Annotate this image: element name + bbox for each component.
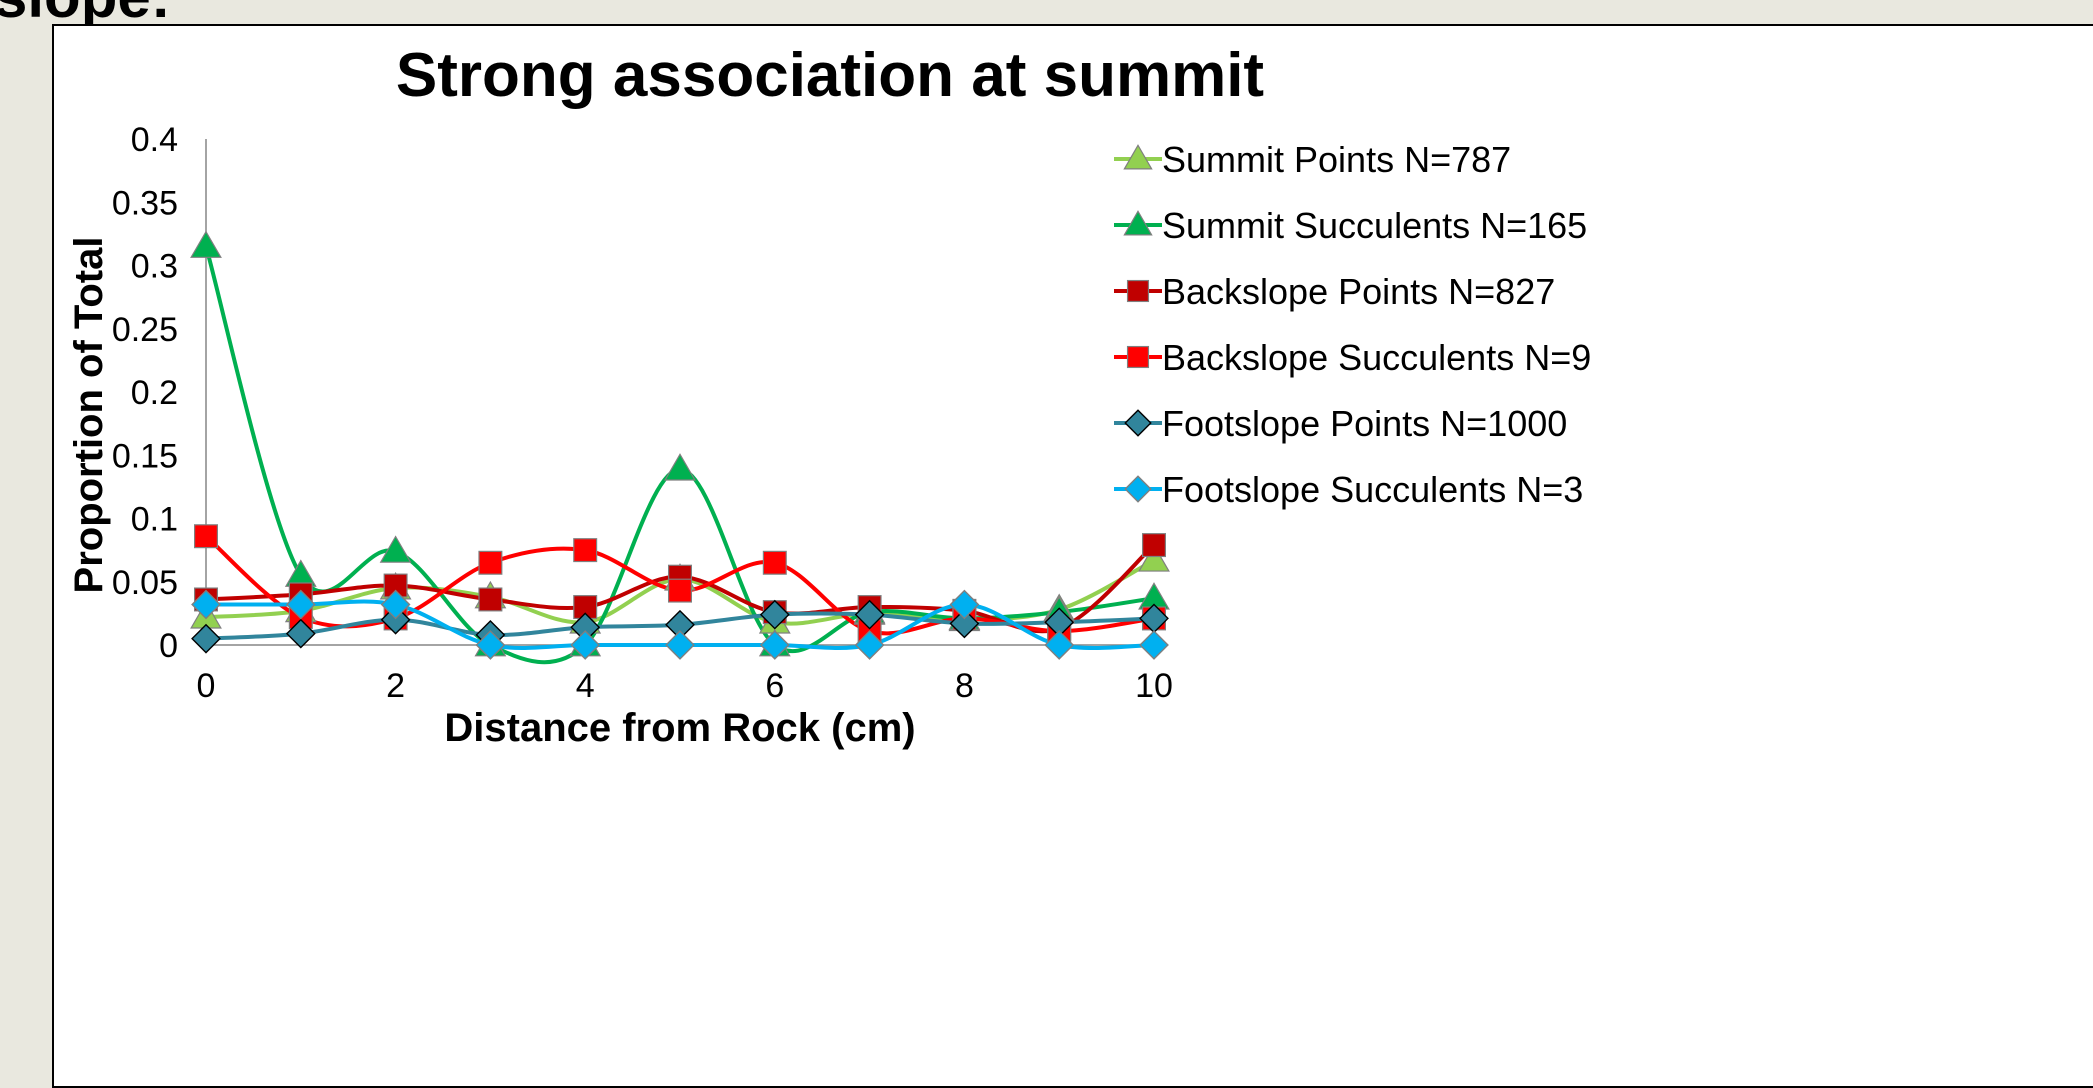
data-point	[380, 589, 411, 620]
y-tick-label: 0.2	[131, 374, 178, 412]
y-axis-label: Proportion of Total	[67, 237, 111, 594]
legend-label: Backslope Succulents N=9	[1162, 337, 1591, 378]
legend-label: Summit Succulents N=165	[1162, 205, 1587, 246]
x-tick-label: 4	[576, 667, 595, 705]
x-tick-label: 0	[197, 667, 216, 705]
legend-item: Backslope Succulents N=9	[1114, 337, 1591, 378]
legend-marker	[1126, 345, 1150, 369]
series-layer	[190, 230, 1170, 665]
data-point	[1141, 533, 1166, 558]
x-tick-label: 2	[386, 667, 405, 705]
data-point	[573, 538, 598, 563]
legend-marker	[1123, 210, 1153, 236]
y-tick-label: 0.15	[112, 437, 178, 475]
x-tick-label: 10	[1135, 667, 1173, 705]
data-point	[1044, 630, 1075, 660]
data-point	[284, 559, 317, 587]
data-point	[194, 524, 219, 549]
data-point	[380, 604, 411, 635]
line-chart: Strong association at summit 0 0.05 0.1 0.1…	[67, 41, 1591, 750]
x-tick-label: 8	[955, 667, 974, 705]
legend-label: Footslope Points N=1000	[1162, 403, 1567, 444]
chart-frame: Strong association at summit 0 0.05 0.1 0.1…	[52, 24, 2093, 1088]
y-tick-label: 0	[159, 627, 178, 665]
data-point	[191, 623, 221, 654]
data-point	[1139, 630, 1169, 660]
data-point	[759, 630, 790, 660]
legend-marker	[1124, 409, 1152, 437]
legend-item: Summit Succulents N=165	[1114, 205, 1587, 246]
chart-axes: 0 0.05 0.1 0.15 0.2 0.25 0.3 0.35 0.4 0 2 4 6 8 10	[112, 121, 1173, 705]
data-point	[285, 589, 316, 620]
data-point	[949, 608, 980, 639]
y-tick-label: 0.3	[131, 248, 178, 286]
data-point	[379, 535, 412, 563]
chart-legend: Summit Points N=787 Summit Succulents N=1…	[1114, 139, 1591, 510]
legend-item: Footslope Points N=1000	[1114, 403, 1567, 444]
data-point	[759, 599, 790, 630]
y-tick-label: 0.35	[112, 184, 178, 222]
legend-marker	[1123, 144, 1153, 170]
data-point	[570, 630, 601, 660]
series-markers-6	[191, 589, 1169, 660]
legend-item: Summit Points N=787	[1114, 139, 1511, 180]
data-point	[190, 230, 222, 258]
legend-marker	[1124, 475, 1152, 503]
y-tick-label: 0.05	[112, 564, 178, 602]
y-tick-label: 0.25	[112, 311, 178, 349]
data-point	[285, 618, 316, 649]
data-point	[475, 630, 506, 660]
data-point	[665, 630, 695, 660]
x-axis-label: Distance from Rock (cm)	[444, 706, 915, 750]
legend-label: Footslope Succulents N=3	[1162, 469, 1583, 510]
data-point	[949, 589, 980, 620]
legend-marker	[1126, 279, 1150, 303]
data-point	[478, 550, 503, 575]
data-point	[191, 589, 221, 620]
data-point	[854, 599, 885, 630]
y-tick-label: 0.1	[131, 501, 178, 539]
legend-label: Summit Points N=787	[1162, 139, 1511, 180]
y-tick-label: 0.4	[131, 121, 178, 159]
legend-item: Backslope Points N=827	[1114, 271, 1555, 312]
data-point	[762, 550, 787, 575]
legend-item: Footslope Succulents N=3	[1114, 469, 1583, 510]
legend-label: Backslope Points N=827	[1162, 271, 1555, 312]
data-point	[478, 587, 503, 612]
x-tick-label: 6	[765, 667, 784, 705]
data-point	[667, 578, 692, 603]
data-point	[1138, 544, 1170, 572]
data-point	[854, 630, 885, 660]
data-point	[664, 453, 696, 481]
chart-title: Strong association at summit	[396, 41, 1264, 110]
